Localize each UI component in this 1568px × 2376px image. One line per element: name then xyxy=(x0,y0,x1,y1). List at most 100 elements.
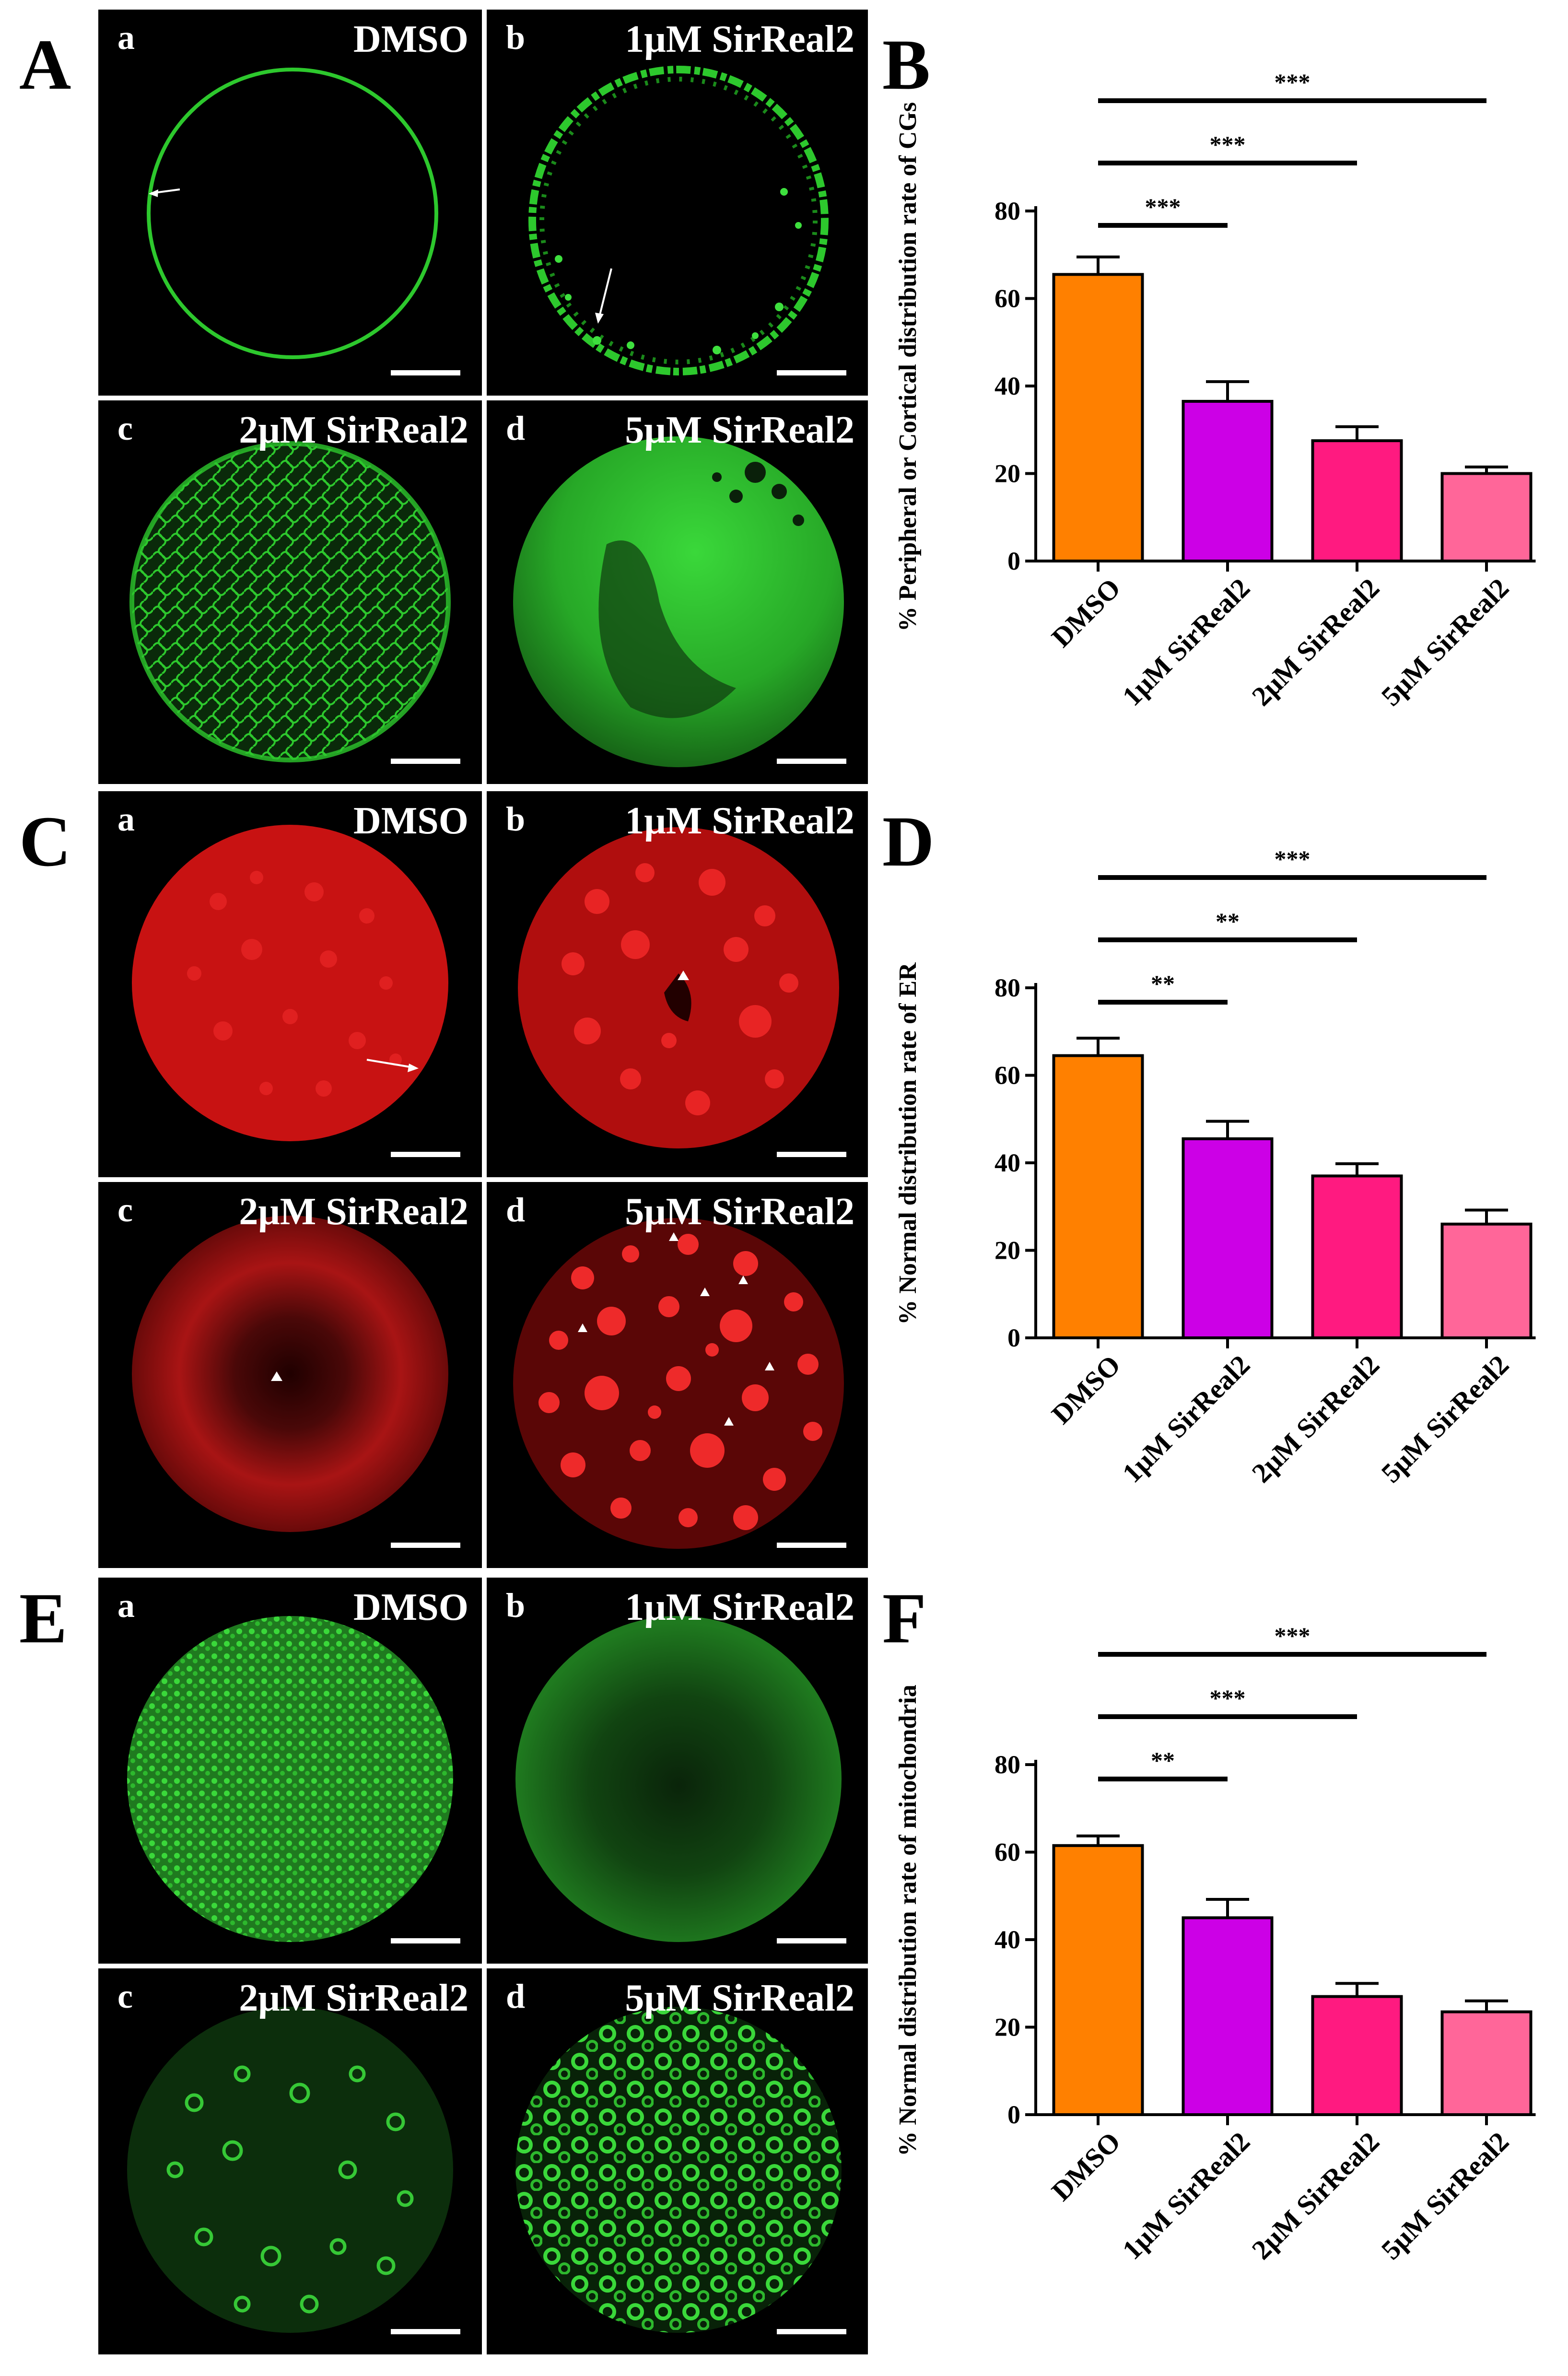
bar xyxy=(1311,439,1403,562)
sub-letter: c xyxy=(117,409,133,447)
x-tick-label: DMSO xyxy=(1045,1349,1126,1430)
chart-f-mito-distribution: % Normal distribution rate of mitochondr… xyxy=(894,1622,1536,2266)
cg-1um-image xyxy=(528,66,829,375)
scale-bar xyxy=(777,1543,846,1548)
sub-letter: d xyxy=(506,1977,526,2015)
sub-letter: a xyxy=(117,1586,135,1625)
bar xyxy=(1052,1844,1144,2116)
micrograph-c-2um: c 2μM SirReal2 xyxy=(98,1182,482,1568)
bar xyxy=(1440,1222,1533,1339)
sub-letter: a xyxy=(117,18,135,57)
significance-label: *** xyxy=(1275,69,1311,95)
er-dmso-image xyxy=(132,825,448,1141)
micrograph-e-2um: c 2μM SirReal2 xyxy=(98,1968,482,2354)
y-tick-label: 0 xyxy=(1007,1323,1020,1352)
significance-label: ** xyxy=(1151,1747,1175,1774)
significance-label: *** xyxy=(1145,193,1181,220)
mito-dmso-image xyxy=(127,1616,453,1942)
bar xyxy=(1182,1137,1274,1339)
y-tick-label: 20 xyxy=(995,2013,1020,2042)
y-tick-label: 60 xyxy=(995,1838,1020,1867)
bar xyxy=(1182,1916,1274,2116)
condition-label: 2μM SirReal2 xyxy=(239,1977,468,2019)
sub-letter: d xyxy=(506,409,526,447)
significance-label: *** xyxy=(1210,131,1246,158)
x-tick-label: 2μM SirReal2 xyxy=(1246,572,1385,712)
y-tick-label: 40 xyxy=(995,1925,1020,1954)
y-tick-label: 80 xyxy=(995,1750,1020,1779)
micrograph-c-5um: d 5μM SirReal2 xyxy=(487,1182,868,1568)
y-tick-label: 20 xyxy=(995,1236,1020,1265)
panel-letter-b: B xyxy=(882,25,931,105)
x-tick-label: 1μM SirReal2 xyxy=(1116,2126,1256,2265)
condition-label: 5μM SirReal2 xyxy=(625,409,854,451)
mito-1um-image xyxy=(515,1616,842,1942)
condition-label: DMSO xyxy=(353,1586,468,1628)
x-tick-label: 5μM SirReal2 xyxy=(1375,2126,1515,2265)
micrograph-e-dmso: a DMSO xyxy=(98,1578,482,1964)
significance-label: ** xyxy=(1151,970,1175,997)
condition-label: 5μM SirReal2 xyxy=(625,1977,854,2019)
bar xyxy=(1440,2010,1533,2116)
sub-letter: b xyxy=(506,18,526,57)
er-1um-image xyxy=(518,827,839,1148)
micrograph-a-dmso: a DMSO xyxy=(98,10,482,396)
panel-letter-f: F xyxy=(882,1579,926,1658)
sub-letter: b xyxy=(506,800,526,838)
cg-5um-image xyxy=(513,436,844,767)
scale-bar xyxy=(391,1543,460,1548)
sub-letter: d xyxy=(506,1191,526,1229)
mito-5um-image xyxy=(515,2007,842,2333)
x-tick-label: 2μM SirReal2 xyxy=(1246,1349,1385,1488)
scale-bar xyxy=(391,759,460,764)
x-tick-label: DMSO xyxy=(1045,572,1126,653)
y-tick-label: 60 xyxy=(995,284,1020,313)
bar xyxy=(1311,1174,1403,1339)
chart-b-cg-distribution: % Peripheral or Cortical distribution ra… xyxy=(894,69,1536,712)
condition-label: 1μM SirReal2 xyxy=(625,1586,854,1628)
mito-2um-image xyxy=(127,2007,453,2333)
panel-letter-c: C xyxy=(19,802,71,881)
x-tick-label: DMSO xyxy=(1045,2126,1126,2207)
y-tick-label: 60 xyxy=(995,1061,1020,1090)
y-tick-label: 40 xyxy=(995,1148,1020,1177)
condition-label: 5μM SirReal2 xyxy=(625,1191,854,1233)
er-2um-image xyxy=(132,1216,448,1532)
scale-bar xyxy=(391,2329,460,2334)
condition-label: 2μM SirReal2 xyxy=(239,1191,468,1233)
significance-label: *** xyxy=(1275,1622,1311,1649)
bar xyxy=(1052,1054,1144,1339)
bar xyxy=(1440,472,1533,562)
scale-bar xyxy=(777,1938,846,1943)
micrograph-a-5um: d 5μM SirReal2 xyxy=(487,400,868,784)
condition-label: DMSO xyxy=(353,800,468,842)
x-tick-label: 5μM SirReal2 xyxy=(1375,1349,1515,1488)
y-tick-label: 0 xyxy=(1007,547,1020,575)
y-tick-label: 80 xyxy=(995,973,1020,1002)
scale-bar xyxy=(391,1938,460,1943)
bar xyxy=(1311,1995,1403,2116)
micrograph-a-1um: b 1μM SirReal2 xyxy=(487,10,868,396)
panel-letter-d: D xyxy=(882,802,935,881)
micrograph-e-1um: b 1μM SirReal2 xyxy=(487,1578,868,1964)
condition-label: 1μM SirReal2 xyxy=(625,18,854,60)
y-axis-label: % Normal distribution rate of ER xyxy=(894,962,922,1325)
y-tick-label: 20 xyxy=(995,459,1020,488)
y-tick-label: 80 xyxy=(995,197,1020,225)
sub-letter: c xyxy=(117,1977,133,2015)
chart-d-er-distribution: % Normal distribution rate of ER 0 20 40 60 8… xyxy=(894,845,1536,1489)
micrograph-e-5um: d 5μM SirReal2 xyxy=(487,1968,868,2354)
scale-bar xyxy=(777,2329,846,2334)
y-axis-label: % Normal distribution rate of mitochondr… xyxy=(894,1685,922,2156)
sub-letter: b xyxy=(506,1586,526,1625)
condition-label: 1μM SirReal2 xyxy=(625,800,854,842)
condition-label: 2μM SirReal2 xyxy=(239,409,468,451)
x-tick-label: 2μM SirReal2 xyxy=(1246,2126,1385,2265)
panel-letter-a: A xyxy=(19,25,71,105)
x-tick-label: 5μM SirReal2 xyxy=(1375,572,1515,712)
scale-bar xyxy=(391,370,460,375)
er-5um-image xyxy=(513,1218,844,1549)
y-tick-label: 40 xyxy=(995,372,1020,400)
bar xyxy=(1182,399,1274,562)
sub-letter: a xyxy=(117,800,135,838)
